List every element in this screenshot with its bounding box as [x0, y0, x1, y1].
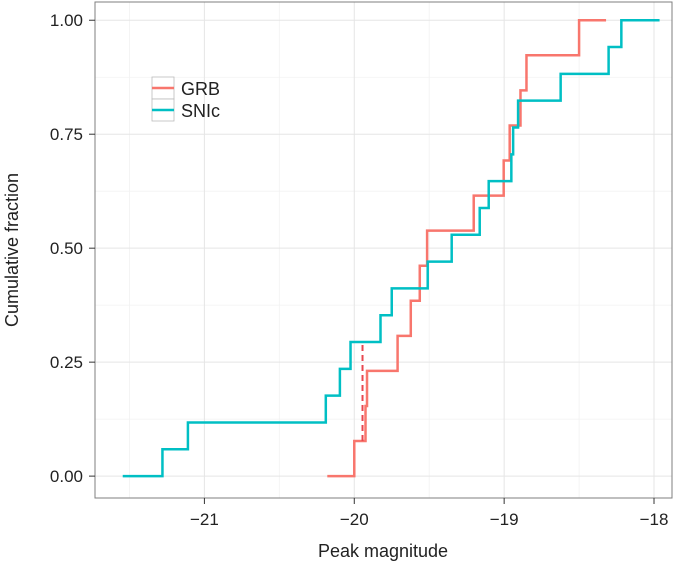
- x-tick-label: −19: [490, 510, 519, 529]
- legend-label-snic: SNIc: [181, 101, 220, 121]
- y-axis-label: Cumulative fraction: [2, 173, 22, 327]
- series-layer: [122, 18, 660, 478]
- grid: [95, 2, 672, 498]
- x-tick-label: −20: [340, 510, 369, 529]
- y-tick-label: 1.00: [50, 11, 83, 30]
- x-tick-label: −18: [640, 510, 669, 529]
- plot-panel-border: [94, 1, 673, 499]
- ecdf-line-snic: [122, 18, 660, 478]
- x-tick-label: −21: [190, 510, 219, 529]
- x-axis-label: Peak magnitude: [318, 541, 448, 561]
- y-tick-label: 0.25: [50, 353, 83, 372]
- y-tick-label: 0.50: [50, 239, 83, 258]
- legend: GRB SNIc: [151, 76, 220, 122]
- y-tick-label: 0.00: [50, 467, 83, 486]
- y-tick-label: 0.75: [50, 125, 83, 144]
- ecdf-line-grb: [327, 18, 607, 478]
- axes: −21 −20 −19 −18 0.00 0.25 0.50 0.75 1.00: [50, 11, 669, 529]
- legend-label-grb: GRB: [181, 79, 220, 99]
